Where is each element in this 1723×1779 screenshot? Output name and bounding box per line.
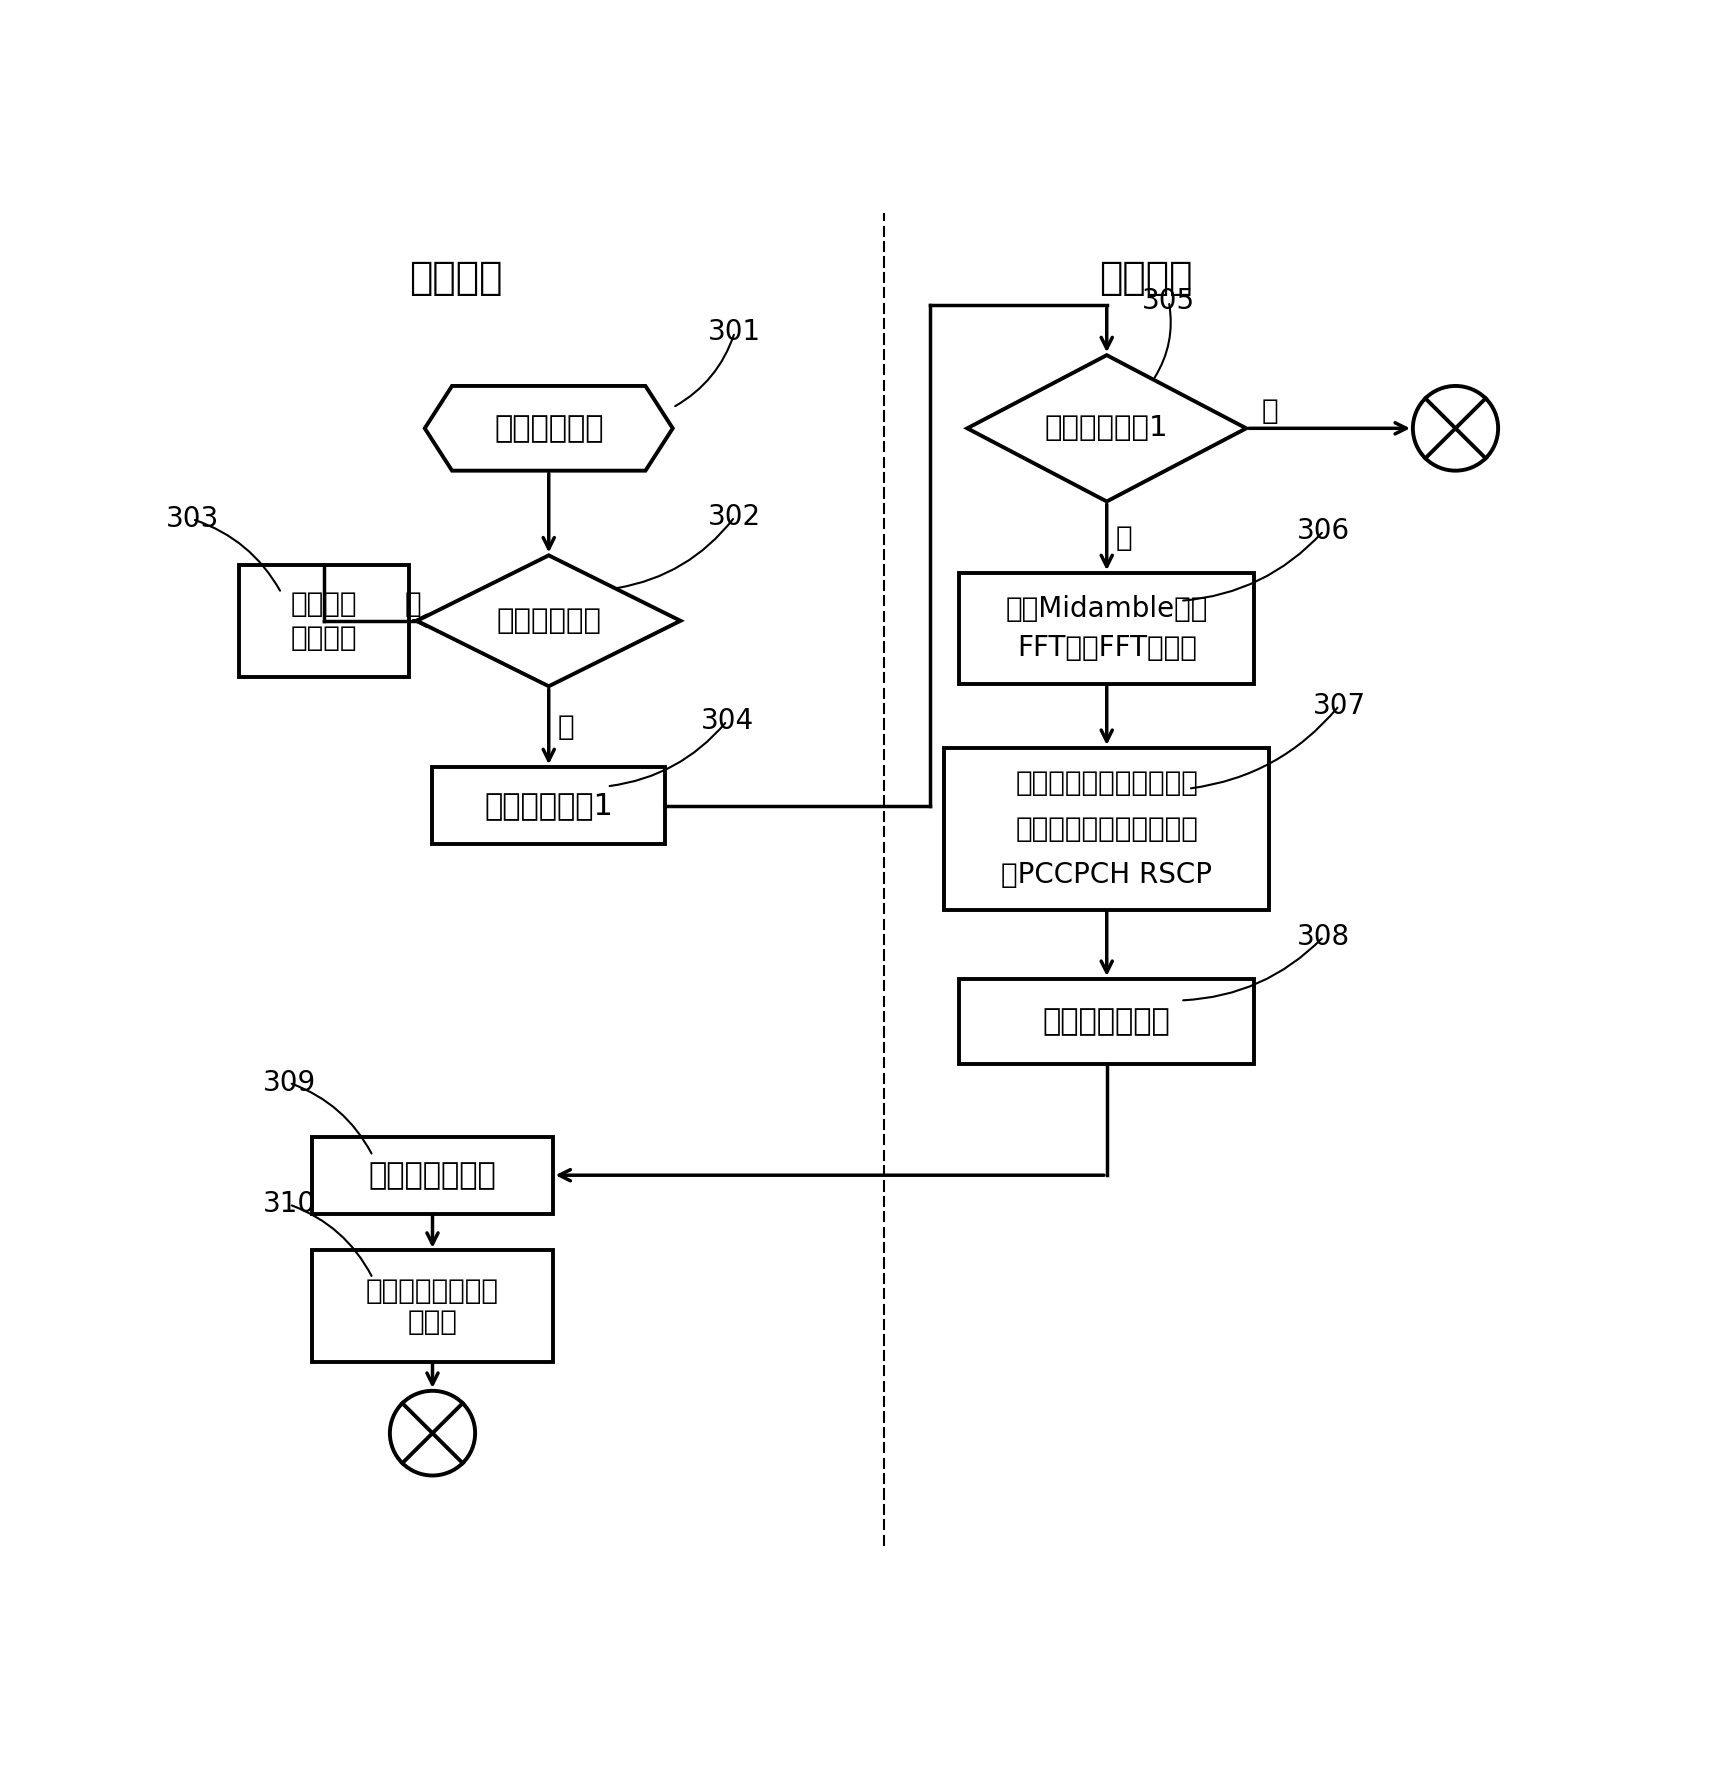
- Bar: [432, 767, 665, 843]
- Text: 305: 305: [1142, 286, 1194, 315]
- Text: 307: 307: [1311, 692, 1365, 719]
- Text: 读取Midamble码的: 读取Midamble码的: [1005, 596, 1208, 623]
- Text: 否: 否: [1261, 397, 1277, 425]
- Text: 303: 303: [165, 505, 219, 534]
- Text: 激活标志位置1: 激活标志位置1: [484, 792, 613, 820]
- Text: 资源可用: 资源可用: [291, 624, 357, 651]
- Text: 308: 308: [1296, 923, 1349, 950]
- Text: 302: 302: [708, 503, 762, 530]
- Text: 304: 304: [700, 706, 753, 735]
- Text: 激活标志位为1: 激活标志位为1: [1044, 415, 1168, 443]
- Text: 310: 310: [262, 1190, 315, 1219]
- Bar: [944, 747, 1268, 909]
- Text: 对各测量小区进行小区信: 对各测量小区进行小区信: [1015, 769, 1197, 797]
- Text: 上报上层并维护小: 上报上层并维护小: [365, 1277, 498, 1304]
- Text: 309: 309: [262, 1069, 315, 1098]
- Text: 道估计，并计算相应小区: 道估计，并计算相应小区: [1015, 815, 1197, 843]
- Text: 功率转换、滤波: 功率转换、滤波: [369, 1160, 496, 1190]
- Circle shape: [389, 1391, 476, 1475]
- Text: 的PCCPCH RSCP: 的PCCPCH RSCP: [1001, 861, 1211, 890]
- Text: 是: 是: [1115, 523, 1132, 551]
- Text: 计算完毕，上报: 计算完毕，上报: [1042, 1007, 1170, 1035]
- Text: 306: 306: [1296, 516, 1349, 544]
- Text: 301: 301: [708, 318, 762, 347]
- Text: 否: 否: [405, 591, 420, 617]
- Text: 控制模块: 控制模块: [408, 260, 501, 297]
- Bar: [960, 573, 1253, 685]
- Circle shape: [1413, 386, 1497, 471]
- Polygon shape: [417, 555, 681, 687]
- Bar: [312, 1251, 553, 1363]
- Bar: [960, 978, 1253, 1064]
- Bar: [238, 566, 408, 676]
- Text: 等待测量: 等待测量: [291, 591, 357, 617]
- Text: 收到测量命令: 收到测量命令: [495, 415, 603, 443]
- Polygon shape: [424, 386, 672, 471]
- Bar: [312, 1137, 553, 1213]
- Text: 区列表: 区列表: [407, 1308, 457, 1336]
- Polygon shape: [967, 356, 1246, 502]
- Text: 测量资源可用: 测量资源可用: [496, 607, 601, 635]
- Text: FFT值及FFT倒数值: FFT值及FFT倒数值: [1017, 633, 1196, 662]
- Text: 测量模块: 测量模块: [1098, 260, 1192, 297]
- Text: 是: 是: [557, 713, 574, 742]
